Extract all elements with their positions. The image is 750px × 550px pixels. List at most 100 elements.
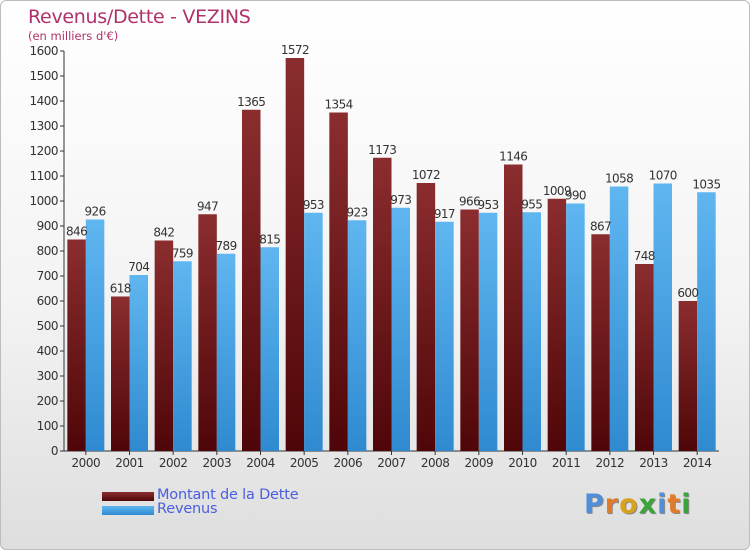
y-tick-label: 1100	[29, 169, 58, 183]
bar-revenus	[85, 219, 105, 451]
logo-letter: r	[604, 489, 620, 520]
bar-revenus	[697, 192, 716, 451]
logo-letter: P	[584, 489, 605, 520]
bar-revenus	[609, 186, 629, 451]
chart-title: Revenus/Dette - VEZINS	[28, 6, 251, 28]
bar-revenus	[216, 253, 236, 451]
x-tick-label: 2001	[115, 456, 144, 470]
logo-letter: i	[681, 489, 692, 520]
bar-dette	[460, 209, 479, 451]
y-tick-label: 800	[37, 244, 58, 258]
y-tick-label: 700	[37, 269, 58, 283]
data-label-revenus: 923	[347, 205, 368, 219]
logo-letter: x	[638, 489, 658, 520]
bar-dette	[373, 157, 392, 451]
legend-swatch-revenus	[102, 506, 154, 515]
y-tick-label: 100	[37, 419, 58, 433]
bar-dette	[154, 240, 174, 451]
bar-dette	[67, 239, 86, 451]
x-tick-label: 2010	[508, 456, 537, 470]
data-label-dette: 1173	[368, 143, 396, 157]
data-label-revenus: 953	[303, 198, 324, 212]
data-labels: 846 926 618 704 842 759 947 789 1365 815 1572 953 13…	[66, 43, 721, 300]
logo-letter: t	[667, 489, 682, 520]
data-label-revenus: 973	[390, 193, 411, 207]
bar-revenus	[522, 212, 541, 451]
bars	[67, 58, 716, 451]
y-tick-label: 200	[37, 394, 58, 408]
data-label-revenus: 1058	[605, 172, 633, 186]
y-tick-label: 600	[37, 294, 58, 308]
bar-dette	[329, 112, 348, 451]
y-tick-label: 1200	[29, 144, 58, 158]
data-label-dette: 947	[197, 199, 218, 213]
chart-subtitle: (en milliers d'€)	[28, 29, 119, 43]
bar-dette	[198, 214, 217, 451]
data-label-revenus: 789	[216, 239, 237, 253]
bar-revenus	[435, 221, 454, 451]
x-tick-label: 2000	[72, 456, 101, 470]
bar-dette	[591, 234, 610, 451]
data-label-dette: 618	[110, 282, 131, 296]
y-tick-label: 1300	[29, 119, 58, 133]
data-label-revenus: 815	[259, 232, 280, 246]
bar-dette	[242, 109, 261, 451]
data-label-dette: 846	[66, 225, 87, 239]
x-tick-label: 2011	[552, 456, 581, 470]
x-tick-label: 2004	[246, 456, 275, 470]
y-tick-label: 400	[37, 344, 58, 358]
data-label-dette: 748	[634, 249, 655, 263]
data-label-revenus: 955	[521, 197, 542, 211]
bar-revenus	[653, 183, 672, 451]
bar-dette	[504, 164, 523, 451]
data-label-dette: 1354	[325, 98, 353, 112]
x-tick-label: 2012	[596, 456, 625, 470]
y-tick-label: 900	[37, 219, 58, 233]
data-label-dette: 966	[459, 195, 480, 209]
y-tick-label: 1600	[29, 44, 58, 58]
x-tick-label: 2009	[465, 456, 494, 470]
data-label-dette: 1365	[237, 95, 265, 109]
bar-dette	[285, 58, 305, 451]
x-tick-label: 2007	[377, 456, 406, 470]
y-tick-label: 1500	[29, 69, 58, 83]
legend-swatch-dette	[102, 492, 154, 501]
x-tick-label: 2002	[159, 456, 188, 470]
bar-dette	[635, 264, 654, 451]
x-axis: 2000 2001 2002 2003 2004 2005 2006 2007 2008 2009…	[64, 450, 719, 470]
data-label-revenus: 1070	[649, 169, 677, 183]
logo-letter: i	[657, 489, 668, 520]
bar-dette	[416, 183, 436, 451]
bar-revenus	[260, 247, 279, 451]
data-label-dette: 1146	[499, 150, 527, 164]
data-label-dette: 1009	[543, 184, 571, 198]
x-tick-label: 2003	[203, 456, 232, 470]
data-label-dette: 867	[590, 219, 611, 233]
bar-dette	[547, 198, 567, 451]
data-label-revenus: 990	[565, 189, 586, 203]
bar-dette	[111, 296, 130, 451]
y-tick-label: 1400	[29, 94, 58, 108]
y-tick-label: 1000	[29, 194, 58, 208]
logo-letter: o	[619, 489, 639, 520]
x-tick-label: 2006	[334, 456, 363, 470]
x-tick-label: 2013	[639, 456, 668, 470]
data-label-dette: 1072	[412, 168, 440, 182]
data-label-revenus: 953	[478, 198, 499, 212]
x-tick-label: 2014	[683, 456, 712, 470]
bar-revenus	[566, 203, 585, 451]
bar-revenus	[304, 212, 323, 451]
proxiti-logo: Proxiti	[584, 489, 692, 520]
data-label-dette: 1572	[281, 43, 309, 57]
x-tick-label: 2005	[290, 456, 319, 470]
data-label-dette: 842	[153, 226, 174, 240]
y-axis: 0 100 200 300 400 500 600 700 800 900 1000 1100 1200…	[29, 44, 65, 458]
bar-revenus	[347, 220, 367, 451]
data-label-dette: 600	[677, 286, 698, 300]
x-tick-label: 2008	[421, 456, 450, 470]
bar-revenus	[391, 207, 410, 451]
bar-revenus	[173, 261, 192, 451]
y-tick-label: 300	[37, 369, 58, 383]
data-label-revenus: 917	[434, 207, 455, 221]
